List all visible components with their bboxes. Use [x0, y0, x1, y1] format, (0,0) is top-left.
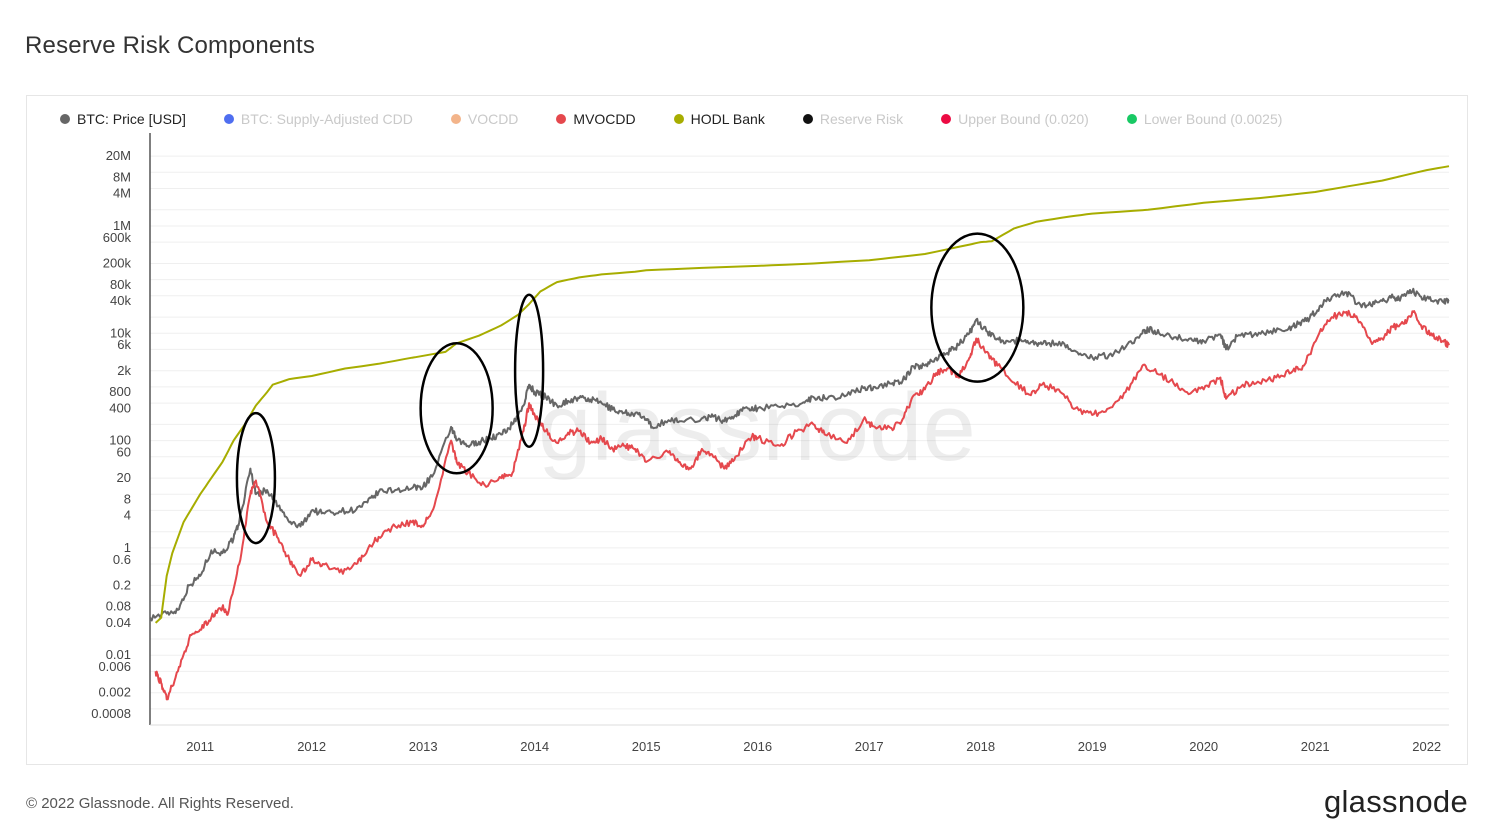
- annotation-ellipse: [235, 411, 277, 545]
- y-tick-label: 40k: [110, 293, 131, 308]
- y-tick-label: 200k: [103, 255, 132, 270]
- y-tick-label: 20: [117, 470, 131, 485]
- legend-item-sacdd[interactable]: BTC: Supply-Adjusted CDD: [223, 111, 413, 127]
- chart-frame: [26, 95, 1468, 765]
- footer-copyright: © 2022 Glassnode. All Rights Reserved.: [26, 795, 294, 812]
- watermark: glassnode: [538, 374, 976, 481]
- y-tick-label: 1: [124, 540, 131, 555]
- legend-dot-icon: [673, 114, 684, 124]
- legend-item-mvocdd[interactable]: MVOCDD: [556, 111, 636, 127]
- page-title: Reserve Risk Components: [25, 32, 316, 59]
- x-tick-label: 2016: [743, 739, 772, 754]
- y-tick-label: 10k: [110, 325, 131, 340]
- legend-item-reserve_risk[interactable]: Reserve Risk: [802, 111, 904, 127]
- series-line-hodl: [154, 165, 1450, 624]
- legend-dot-icon: [450, 114, 461, 124]
- legend-label: VOCDD: [467, 111, 519, 127]
- y-tick-label: 0.0008: [91, 706, 131, 721]
- x-tick-label: 2020: [1189, 739, 1218, 754]
- legend-label: Reserve Risk: [819, 111, 904, 127]
- annotation-ellipse: [419, 342, 494, 475]
- x-tick-label: 2022: [1412, 739, 1441, 754]
- y-tick-label: 4M: [113, 186, 131, 201]
- legend-label: HODL Bank: [690, 111, 765, 127]
- y-tick-label: 0.04: [106, 615, 131, 630]
- x-tick-label: 2014: [520, 739, 549, 754]
- y-tick-label: 0.002: [98, 685, 131, 700]
- y-tick-label: 0.006: [98, 659, 131, 674]
- legend-item-vocdd[interactable]: VOCDD: [450, 111, 519, 127]
- y-tick-label: 2k: [117, 363, 131, 378]
- x-tick-label: 2017: [855, 739, 884, 754]
- y-tick-label: 800: [109, 384, 131, 399]
- x-tick-label: 2013: [409, 739, 438, 754]
- x-tick-label: 2021: [1301, 739, 1330, 754]
- chart-legend: BTC: Price [USD] BTC: Supply-Adjusted CDD…: [60, 109, 1320, 129]
- x-tick-label: 2012: [297, 739, 326, 754]
- legend-label: Lower Bound (0.0025): [1143, 111, 1283, 127]
- y-tick-label: 6k: [117, 337, 131, 352]
- x-tick-label: 2019: [1078, 739, 1107, 754]
- legend-item-lower[interactable]: Lower Bound (0.0025): [1126, 111, 1283, 127]
- y-tick-label: 8: [124, 491, 131, 506]
- y-tick-label: 1M: [113, 218, 131, 233]
- y-tick-label: 0.01: [106, 647, 131, 662]
- legend-dot-icon: [1126, 114, 1137, 124]
- y-tick-label: 20M: [106, 148, 131, 163]
- y-tick-label: 0.6: [113, 552, 131, 567]
- brand-logo[interactable]: glassnode: [1323, 784, 1468, 819]
- legend-dot-icon: [941, 114, 952, 124]
- legend-item-upper[interactable]: Upper Bound (0.020): [941, 111, 1089, 127]
- series-line-mvocdd: [154, 309, 1450, 701]
- legend-dot-icon: [802, 114, 813, 124]
- y-tick-label: 400: [109, 400, 131, 415]
- series-line-price: [149, 287, 1450, 622]
- legend-dot-icon: [60, 114, 70, 124]
- y-tick-label: 60: [117, 444, 131, 459]
- y-tick-label: 4: [124, 508, 131, 523]
- y-tick-label: 80k: [110, 277, 131, 292]
- x-tick-label: 2018: [966, 739, 995, 754]
- legend-dot-icon: [223, 114, 234, 124]
- x-tick-label: 2015: [632, 739, 661, 754]
- legend-label: BTC: Supply-Adjusted CDD: [240, 111, 413, 127]
- annotation-ellipse: [513, 293, 545, 449]
- y-tick-label: 600k: [103, 230, 132, 245]
- annotation-ellipse: [930, 232, 1025, 383]
- legend-label: BTC: Price [USD]: [77, 111, 186, 127]
- y-tick-label: 100: [109, 433, 131, 448]
- legend-item-hodl[interactable]: HODL Bank: [673, 111, 765, 127]
- legend-label: MVOCDD: [573, 111, 636, 127]
- legend-dot-icon: [556, 114, 567, 124]
- y-tick-label: 8M: [113, 170, 131, 185]
- legend-item-price[interactable]: BTC: Price [USD]: [60, 111, 186, 127]
- y-tick-label: 0.2: [113, 577, 131, 592]
- x-tick-label: 2011: [186, 739, 214, 754]
- legend-label: Upper Bound (0.020): [958, 111, 1089, 127]
- y-tick-label: 0.08: [106, 599, 131, 614]
